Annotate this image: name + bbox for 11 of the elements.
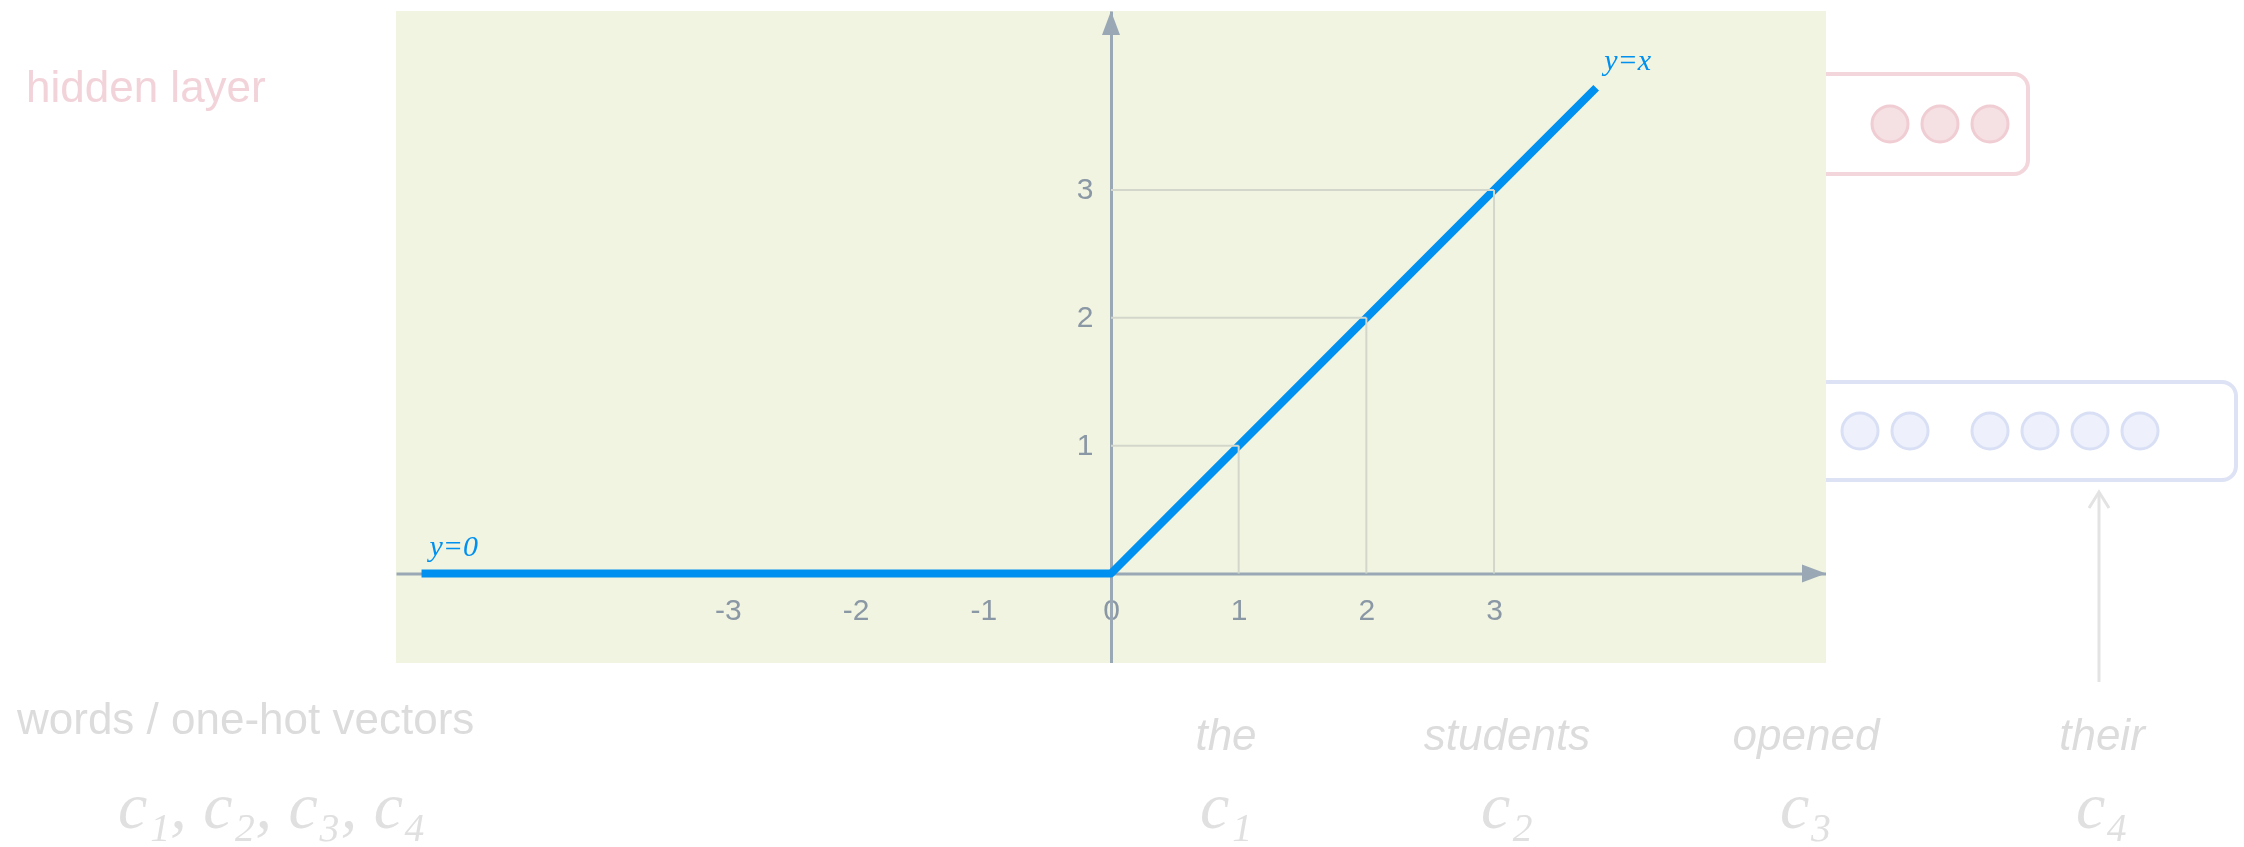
x-tick-label: 2 [1358, 593, 1376, 627]
x-tick-label: 1 [1230, 593, 1248, 627]
y-tick-label: 1 [1076, 428, 1094, 462]
x-tick-label: 3 [1486, 593, 1503, 627]
x-tick-label: -2 [842, 593, 870, 627]
annotation: y=0 [426, 528, 479, 562]
y-tick-label: 3 [1076, 172, 1094, 206]
annotation: y=x [1601, 42, 1652, 76]
x-tick-label: -1 [970, 593, 998, 627]
y-tick-label: 2 [1076, 300, 1094, 334]
x-tick-label: -3 [715, 593, 742, 627]
